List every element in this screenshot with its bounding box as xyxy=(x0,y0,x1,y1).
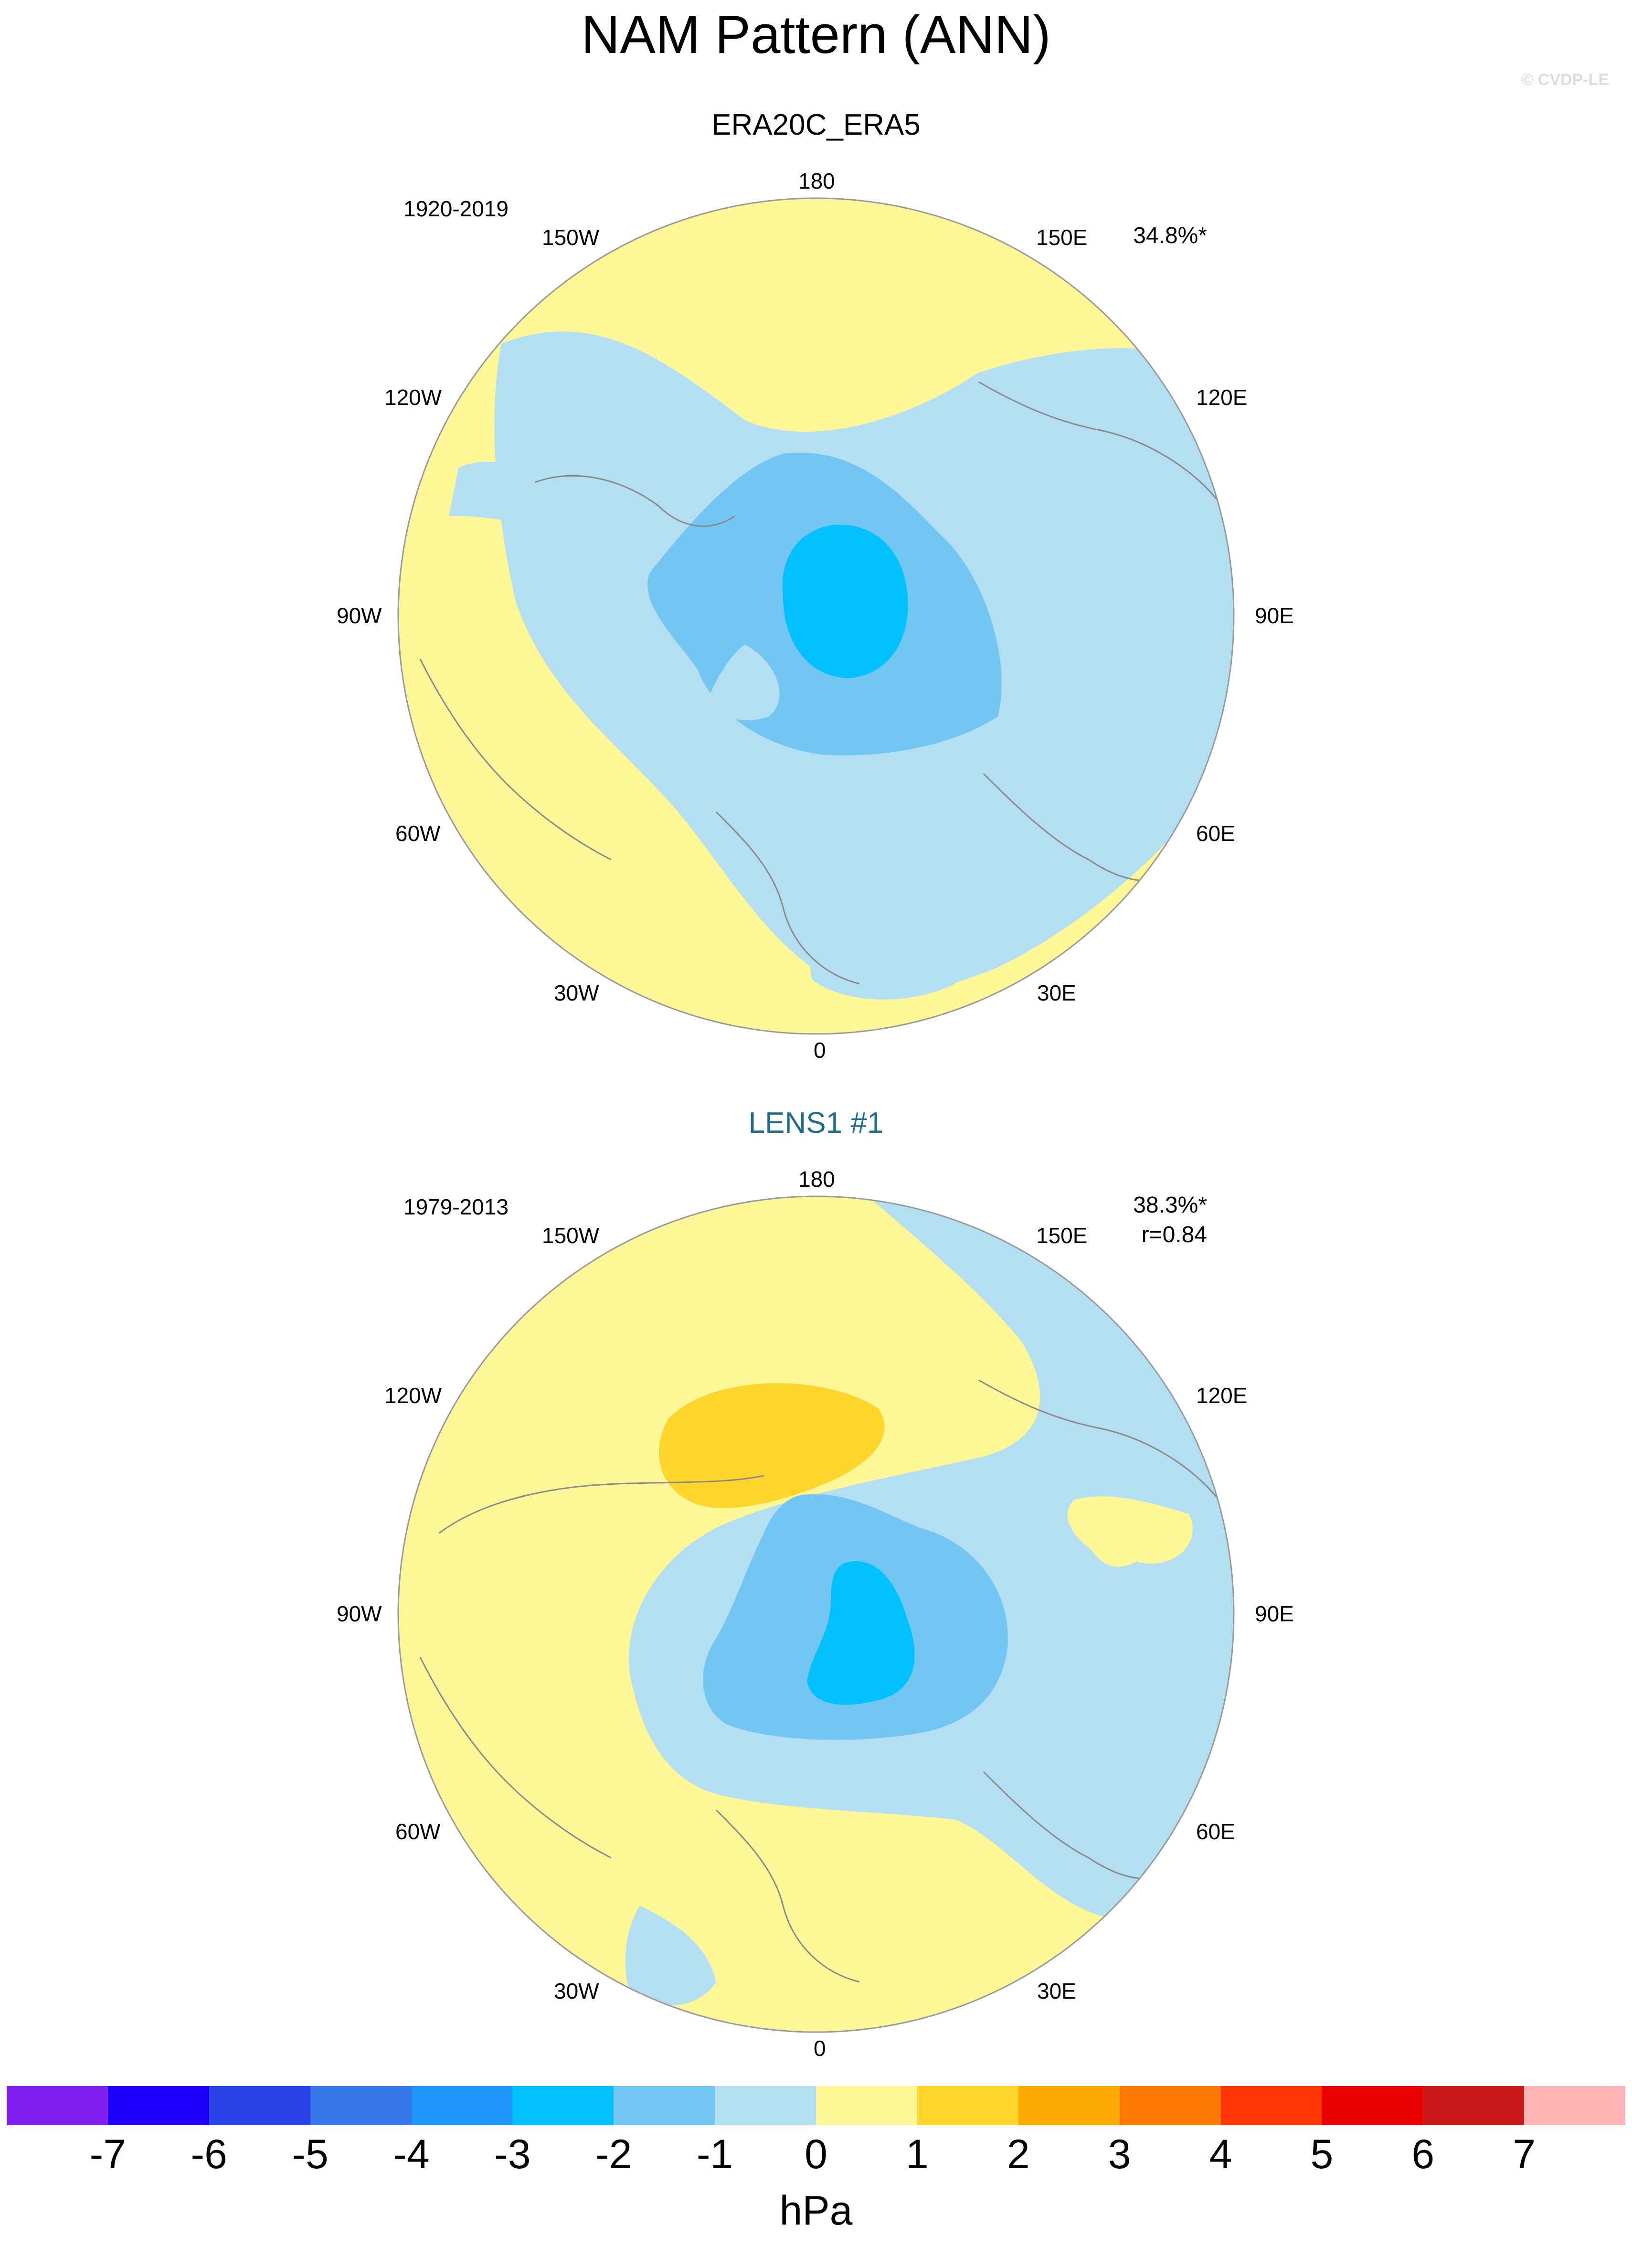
panel-2-lon-30e: 30E xyxy=(1037,1979,1076,2003)
colorbar-tick-label: 6 xyxy=(1411,2131,1435,2177)
panel-2-lon-0: 0 xyxy=(814,2036,826,2061)
colorbar-box xyxy=(209,2086,310,2125)
colorbar-box xyxy=(1220,2086,1322,2125)
panel-1-lon-150e: 150E xyxy=(1036,225,1088,250)
panel-2-lon-120e: 120E xyxy=(1196,1383,1248,1408)
panel-2-contour-minus3 xyxy=(807,1561,915,1705)
panel-2-contour-minus1-south xyxy=(625,1906,716,2006)
colorbar-tick-label: -7 xyxy=(89,2131,127,2177)
colorbar-tick-label: 4 xyxy=(1209,2131,1232,2177)
panel-1-lon-90e: 90E xyxy=(1255,603,1294,628)
panel-1-map xyxy=(397,197,1235,1035)
colorbar-box xyxy=(816,2086,917,2125)
panel-1-lon-30e: 30E xyxy=(1037,980,1076,1005)
panel-1-bay-patch xyxy=(707,645,780,721)
colorbar-tick-label: 5 xyxy=(1310,2131,1334,2177)
panel-2-lon-60w: 60W xyxy=(395,1819,441,1844)
colorbar-tick-label: 7 xyxy=(1513,2131,1536,2177)
panel-1-title: ERA20C_ERA5 xyxy=(711,108,921,141)
panel-1-period: 1920-2019 xyxy=(403,196,509,221)
panel-2-lon-90e: 90E xyxy=(1255,1601,1294,1626)
credit-watermark: © CVDP-LE xyxy=(1521,71,1609,89)
panel-1-lon-30w: 30W xyxy=(554,980,599,1005)
panel-1-map-boundary xyxy=(397,197,1235,1035)
colorbar-box xyxy=(1524,2086,1625,2125)
colorbar-tick-label: -2 xyxy=(595,2131,632,2177)
colorbar-tick-label: -5 xyxy=(292,2131,329,2177)
colorbar-box xyxy=(614,2086,715,2125)
panel-2-lon-60e: 60E xyxy=(1196,1819,1235,1844)
colorbar-tick-label: 0 xyxy=(805,2131,827,2177)
panel-1-lon-120e: 120E xyxy=(1196,385,1248,410)
colorbar-box xyxy=(1322,2086,1423,2125)
panel-2-lon-120w: 120W xyxy=(384,1383,442,1408)
panel-2-variance: 38.3%* xyxy=(1133,1193,1207,1218)
colorbar xyxy=(7,2086,1625,2125)
panel-1-lon-0: 0 xyxy=(814,1038,826,1063)
colorbar-box xyxy=(7,2086,108,2125)
panel-1-lon-150w: 150W xyxy=(542,225,600,250)
colorbar-box xyxy=(1423,2086,1525,2125)
colorbar-tick-label: 1 xyxy=(905,2131,929,2177)
colorbar-tick-label: 2 xyxy=(1007,2131,1030,2177)
colorbar-tick-label: -3 xyxy=(494,2131,531,2177)
panel-1-lon-60e: 60E xyxy=(1196,821,1235,846)
panel-2-lon-150w: 150W xyxy=(542,1223,600,1248)
colorbar-box xyxy=(715,2086,816,2125)
colorbar-tick-label: 3 xyxy=(1108,2131,1131,2177)
panel-1-lon-60w: 60W xyxy=(395,821,441,846)
colorbar-box xyxy=(1119,2086,1221,2125)
colorbar-tick-label: -6 xyxy=(191,2131,227,2177)
colorbar-box xyxy=(107,2086,209,2125)
colorbar-box xyxy=(512,2086,614,2125)
panel-2-lon-30w: 30W xyxy=(554,1979,599,2003)
panel-2-map-boundary xyxy=(397,1195,1235,2033)
colorbar-box xyxy=(411,2086,513,2125)
colorbar-box xyxy=(1018,2086,1120,2125)
panel-2-map xyxy=(397,1195,1235,2033)
panel-1-lon-120w: 120W xyxy=(384,385,442,410)
colorbar-tick-label: -1 xyxy=(696,2131,733,2177)
panel-2-title: LENS1 #1 xyxy=(748,1107,884,1139)
panel-2-positive-island xyxy=(1067,1496,1193,1567)
colorbar-unit: hPa xyxy=(779,2188,853,2234)
colorbar-box xyxy=(310,2086,412,2125)
panel-2-lon-90w: 90W xyxy=(337,1601,382,1626)
colorbar-tick-label: -4 xyxy=(393,2131,430,2177)
figure-title: NAM Pattern (ANN) xyxy=(581,5,1051,64)
panel-1-contour-minus1-south xyxy=(810,884,961,1000)
panel-2-contour-plus1 xyxy=(659,1383,885,1508)
panel-1-variance: 34.8%* xyxy=(1133,223,1207,248)
panel-1-lon-180: 180 xyxy=(798,169,835,193)
panel-1-contour-minus3 xyxy=(782,524,908,678)
panel-1-contour-minus1-west xyxy=(449,461,611,535)
panel-2-period: 1979-2013 xyxy=(403,1194,509,1219)
panel-2-lon-150e: 150E xyxy=(1036,1223,1088,1248)
colorbar-box xyxy=(917,2086,1018,2125)
panel-2-correlation: r=0.84 xyxy=(1141,1222,1207,1247)
panel-1-lon-90w: 90W xyxy=(337,603,382,628)
panel-2-lon-180: 180 xyxy=(798,1167,835,1192)
